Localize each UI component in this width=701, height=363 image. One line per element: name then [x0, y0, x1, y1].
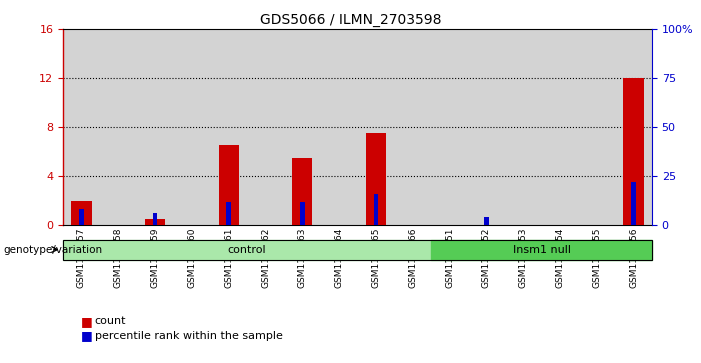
Bar — [79, 209, 83, 225]
Bar — [145, 219, 165, 225]
Bar — [366, 133, 386, 225]
Bar — [431, 29, 468, 225]
Bar — [100, 29, 137, 225]
Bar — [63, 29, 100, 225]
Bar — [615, 29, 652, 225]
Bar — [578, 29, 615, 225]
Text: control: control — [228, 245, 266, 254]
Bar — [226, 201, 231, 225]
Bar — [320, 29, 358, 225]
Bar — [484, 217, 489, 225]
Bar — [358, 29, 394, 225]
Bar — [300, 201, 304, 225]
Bar — [72, 200, 92, 225]
Text: ■: ■ — [81, 329, 93, 342]
Bar — [63, 240, 431, 260]
Bar — [394, 29, 431, 225]
Text: percentile rank within the sample: percentile rank within the sample — [95, 331, 283, 341]
Bar — [505, 29, 541, 225]
Bar — [153, 213, 157, 225]
Bar — [284, 29, 320, 225]
Bar — [247, 29, 284, 225]
Bar — [468, 29, 505, 225]
Text: genotype/variation: genotype/variation — [4, 245, 102, 254]
Bar — [541, 29, 578, 225]
Bar — [431, 240, 652, 260]
Bar — [210, 29, 247, 225]
Bar — [292, 158, 313, 225]
Text: GDS5066 / ILMN_2703598: GDS5066 / ILMN_2703598 — [260, 13, 441, 27]
Bar — [173, 29, 210, 225]
Bar — [632, 182, 636, 225]
Bar — [137, 29, 173, 225]
Bar — [374, 194, 378, 225]
Bar — [219, 146, 239, 225]
Text: Insm1 null: Insm1 null — [512, 245, 571, 254]
Text: count: count — [95, 316, 126, 326]
Text: ■: ■ — [81, 315, 93, 328]
Bar — [623, 78, 644, 225]
